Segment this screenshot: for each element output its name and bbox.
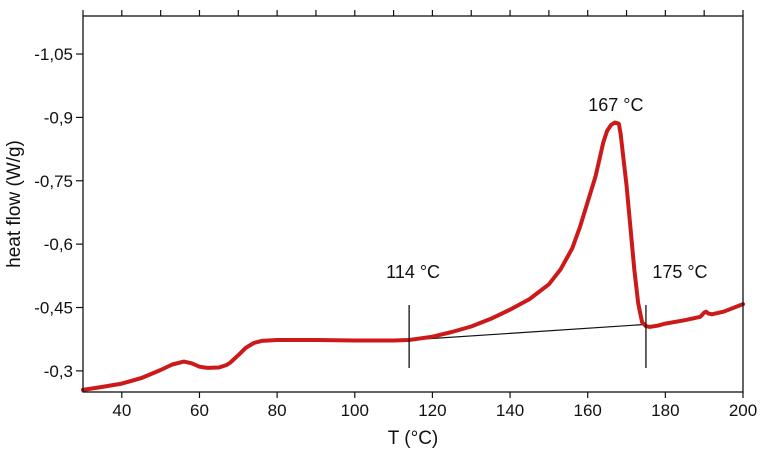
y-tick-label: -0,6 [44,235,73,254]
y-tick-label: -1,05 [34,45,73,64]
x-axis-label: T (°C) [388,428,439,449]
x-tick-label: 100 [341,401,369,420]
marker-label: 114 °C [386,262,440,282]
x-tick-label: 140 [496,401,524,420]
x-tick-label: 180 [651,401,679,420]
x-tick-label: 80 [268,401,287,420]
x-tick-label: 160 [574,401,602,420]
y-axis-label: heat flow (W/g) [4,140,25,268]
x-tick-label: 40 [112,401,131,420]
x-tick-label: 200 [729,401,757,420]
y-axis-ticks: -0,3 -0,45 -0,6 -0,75 -0,9 -1,05 [34,45,83,381]
x-axis-ticks: 40 60 80 100 120 140 160 180 200 [112,392,757,420]
y-tick-label: -0,9 [44,108,73,127]
temperature-markers: 114 °C 175 °C 167 °C [386,95,708,368]
marker-label: 175 °C [652,262,707,282]
top-axis-ticks [82,10,744,16]
baseline-line [409,323,646,341]
y-tick-label: -0,3 [44,362,73,381]
peak-label: 167 °C [588,95,643,115]
plot-frame [82,15,744,393]
y-tick-label: -0,75 [34,172,73,191]
x-tick-label: 120 [418,401,446,420]
x-tick-label: 60 [190,401,209,420]
y-tick-label: -0,45 [34,299,73,318]
heat-flow-curve [81,120,745,392]
